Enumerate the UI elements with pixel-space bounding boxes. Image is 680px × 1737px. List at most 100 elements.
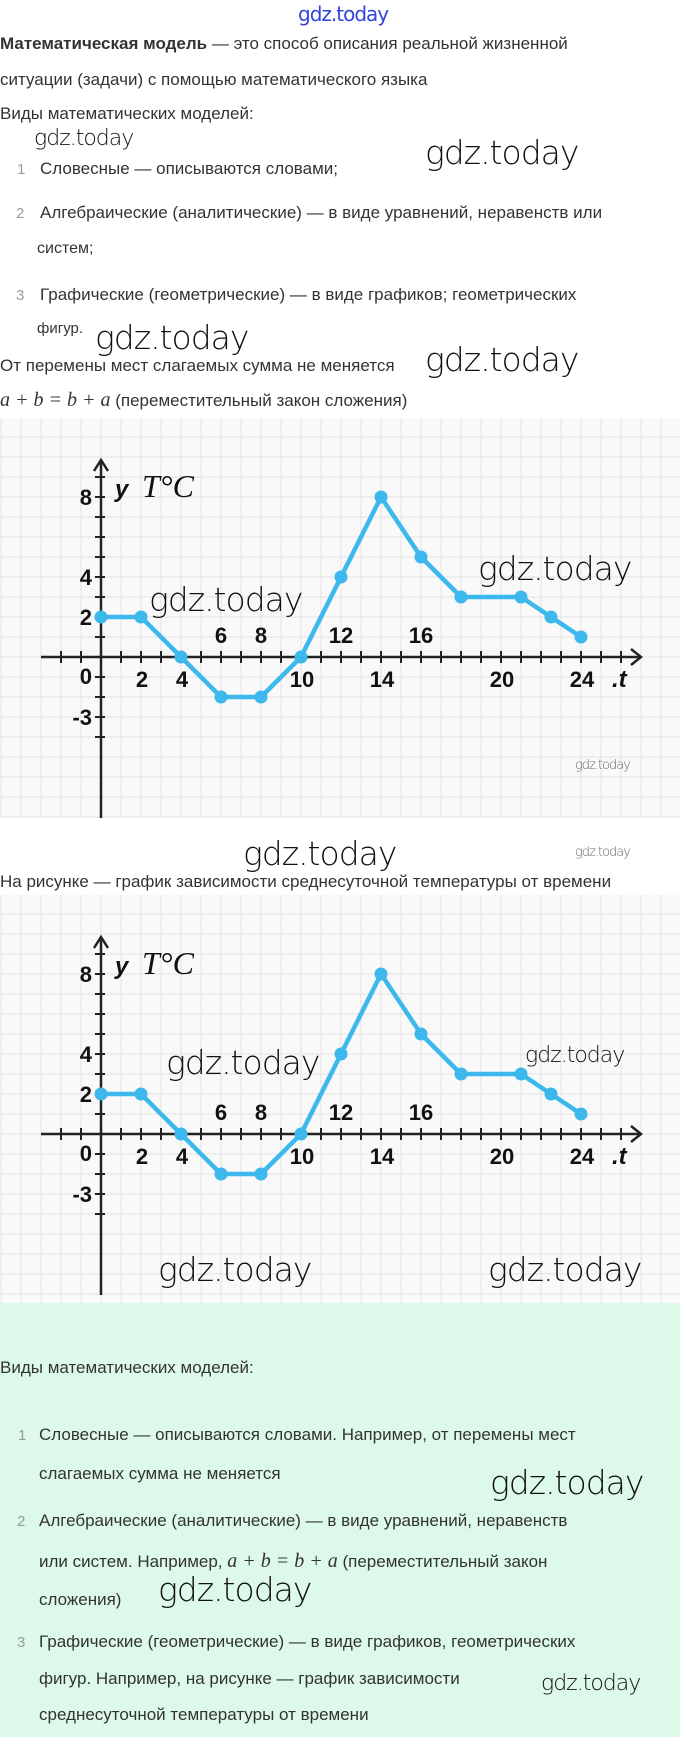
data-point	[374, 490, 388, 504]
x-tick-label: 8	[255, 623, 267, 648]
list-item: Графические (геометрические) — в виде гр…	[40, 285, 577, 304]
list-item-cont: среднесуточной температуры от времени	[39, 1705, 369, 1724]
data-point	[334, 570, 348, 584]
data-point	[294, 650, 308, 664]
top-watermark: gdz.today	[298, 2, 389, 26]
list-number: 3	[17, 1634, 26, 1651]
y-axis-unit-label: T°C	[142, 468, 195, 504]
list-item-cont: слагаемых сумма не меняется	[39, 1464, 281, 1483]
watermark: gdz.today	[158, 1250, 312, 1289]
x-tick-label: 2	[136, 667, 148, 692]
list-number: 2	[16, 205, 25, 222]
list-item: Словесные — описываются словами. Наприме…	[39, 1425, 576, 1444]
list-number: 1	[18, 1427, 27, 1444]
summary-heading: Виды математических моделей:	[0, 1358, 254, 1377]
x-tick-label: 2	[136, 1144, 148, 1169]
formula-note: (переместительный закон сложения)	[110, 391, 408, 410]
text: (переместительный закон	[337, 1552, 548, 1571]
list-number: 3	[16, 287, 25, 304]
list-number: 1	[17, 161, 26, 178]
y-tick-label: 4	[80, 565, 93, 590]
x-axis-arrow-icon	[630, 648, 644, 666]
data-point	[514, 1067, 528, 1081]
definition-text: — это способ описания реальной жизненной	[207, 34, 568, 53]
x-tick-label: 16	[409, 623, 433, 648]
list-item: Алгебраические (аналитические) — в виде …	[40, 203, 603, 222]
formula-line: a + b = b + a (переместительный закон сл…	[0, 389, 407, 412]
data-point	[514, 590, 528, 604]
watermark: gdz.today	[149, 580, 303, 619]
y-tick-label: 8	[80, 485, 92, 510]
x-tick-label: 24	[570, 1144, 595, 1169]
x-tick-label: 10	[290, 1144, 314, 1169]
y-axis-label: y	[114, 476, 130, 503]
data-point	[454, 1067, 468, 1081]
x-axis-label: .t	[612, 1143, 628, 1170]
data-point	[414, 1027, 428, 1041]
list-number: 2	[17, 1513, 26, 1530]
data-point	[134, 1087, 148, 1101]
y-tick-label: 2	[80, 605, 92, 630]
x-tick-label: 8	[255, 1100, 267, 1125]
y-tick-label: 0	[80, 664, 92, 689]
x-tick-label: 4	[176, 667, 189, 692]
types-heading: Виды математических моделей:	[0, 104, 254, 123]
chart-panel-2: 2 4 10 14 20 24 6 8 12 16 8 4 2 0 -3 y T°C .t gdz.today g…	[0, 895, 680, 1303]
watermark: gdz.today	[575, 845, 631, 860]
formula: a + b = b + a	[227, 1550, 338, 1572]
x-tick-label: 4	[176, 1144, 189, 1169]
list-item-cont: сложения)	[39, 1590, 122, 1609]
x-tick-label: 10	[290, 667, 314, 692]
y-axis-unit-label: T°C	[142, 945, 195, 981]
data-point	[174, 1127, 188, 1141]
x-tick-label: 16	[409, 1100, 433, 1125]
x-tick-label: 12	[329, 623, 353, 648]
list-item-cont: фигур.	[37, 320, 84, 337]
term: Математическая модель	[0, 34, 208, 53]
x-tick-label: 14	[370, 667, 395, 692]
y-tick-label: 8	[80, 962, 92, 987]
y-tick-label: 2	[80, 1082, 92, 1107]
y-tick-label: -3	[72, 705, 92, 730]
data-point	[94, 610, 108, 624]
y-axis-arrow-icon	[92, 457, 110, 472]
list-item: Алгебраические (аналитические) — в виде …	[39, 1511, 568, 1530]
watermark: gdz.today	[575, 758, 631, 773]
summary-box: Виды математических моделей: 1 Словесные…	[0, 1303, 680, 1737]
watermark: gdz.today	[158, 1570, 312, 1609]
watermark: gdz.today	[478, 549, 632, 588]
data-point	[414, 550, 428, 564]
x-tick-label: 12	[329, 1100, 353, 1125]
x-tick-label: 20	[490, 667, 514, 692]
list-item-cont: фигур. Например, на рисунке — график зав…	[39, 1669, 460, 1688]
x-tick-label: 20	[490, 1144, 514, 1169]
x-tick-label: 6	[215, 1100, 227, 1125]
data-point	[334, 1047, 348, 1061]
watermark: gdz.today	[490, 1463, 644, 1502]
definition-line-1: Математическая модель — это способ описа…	[0, 34, 568, 54]
y-axis-label: y	[114, 953, 130, 980]
data-point	[134, 610, 148, 624]
x-tick-label: 24	[570, 667, 595, 692]
list-item-cont: систем;	[37, 240, 94, 257]
watermark: gdz.today	[166, 1043, 320, 1082]
data-point	[254, 690, 268, 704]
watermark: gdz.today	[243, 834, 397, 873]
data-point	[544, 610, 558, 624]
watermark: gdz.today	[425, 133, 579, 172]
data-point	[544, 1087, 558, 1101]
data-point	[174, 650, 188, 664]
data-point	[374, 967, 388, 981]
watermark: gdz.today	[488, 1250, 642, 1289]
watermark: gdz.today	[95, 318, 249, 357]
formula: a + b = b + a	[0, 389, 111, 411]
data-point	[294, 1127, 308, 1141]
data-point	[574, 1107, 588, 1121]
chart-caption: На рисунке — график зависимости среднесу…	[0, 872, 612, 891]
watermark: gdz.today	[541, 1671, 641, 1696]
commutative-text: От перемены мест слагаемых сумма не меня…	[0, 356, 395, 375]
x-tick-label: 6	[215, 623, 227, 648]
text: или систем. Например,	[39, 1552, 228, 1571]
